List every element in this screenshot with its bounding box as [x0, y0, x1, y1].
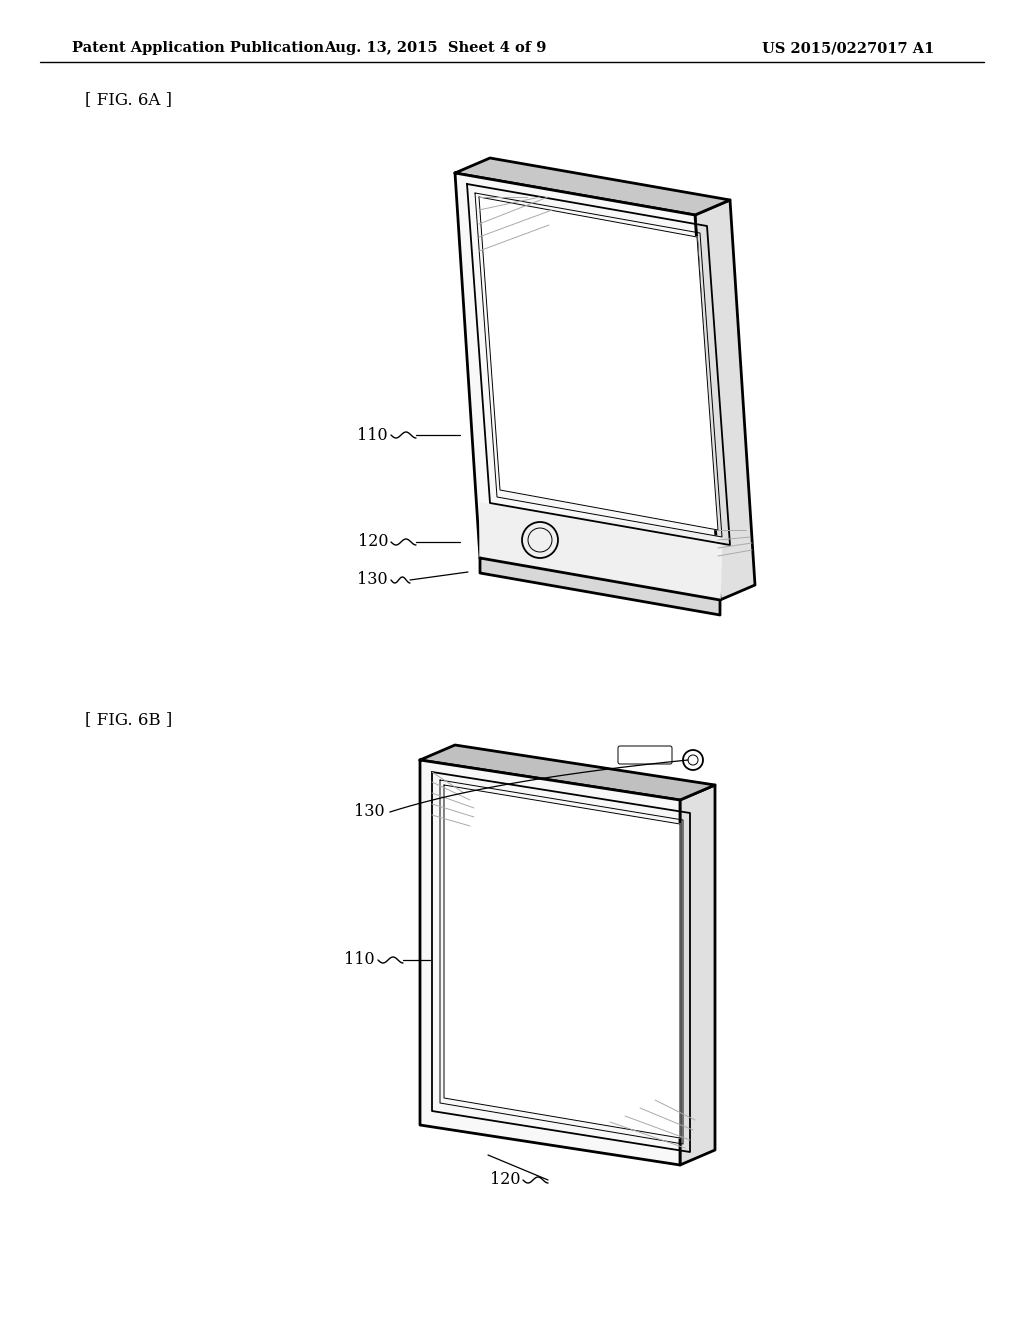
Polygon shape [420, 760, 680, 1166]
Text: [ FIG. 6B ]: [ FIG. 6B ] [85, 711, 172, 729]
Polygon shape [444, 785, 680, 1138]
Text: 120: 120 [489, 1172, 520, 1188]
Text: 110: 110 [344, 952, 375, 969]
Polygon shape [455, 173, 720, 601]
Text: [ FIG. 6A ]: [ FIG. 6A ] [85, 91, 172, 108]
Polygon shape [680, 785, 715, 1166]
Polygon shape [479, 197, 718, 531]
Polygon shape [420, 744, 715, 800]
Polygon shape [695, 201, 755, 601]
Text: Aug. 13, 2015  Sheet 4 of 9: Aug. 13, 2015 Sheet 4 of 9 [324, 41, 546, 55]
Polygon shape [480, 503, 722, 601]
Text: 110: 110 [357, 426, 388, 444]
Text: 120: 120 [357, 533, 388, 550]
Text: 130: 130 [357, 572, 388, 589]
Text: 130: 130 [354, 804, 385, 821]
Polygon shape [455, 158, 730, 215]
Text: Patent Application Publication: Patent Application Publication [72, 41, 324, 55]
Text: US 2015/0227017 A1: US 2015/0227017 A1 [762, 41, 934, 55]
Polygon shape [480, 558, 720, 615]
